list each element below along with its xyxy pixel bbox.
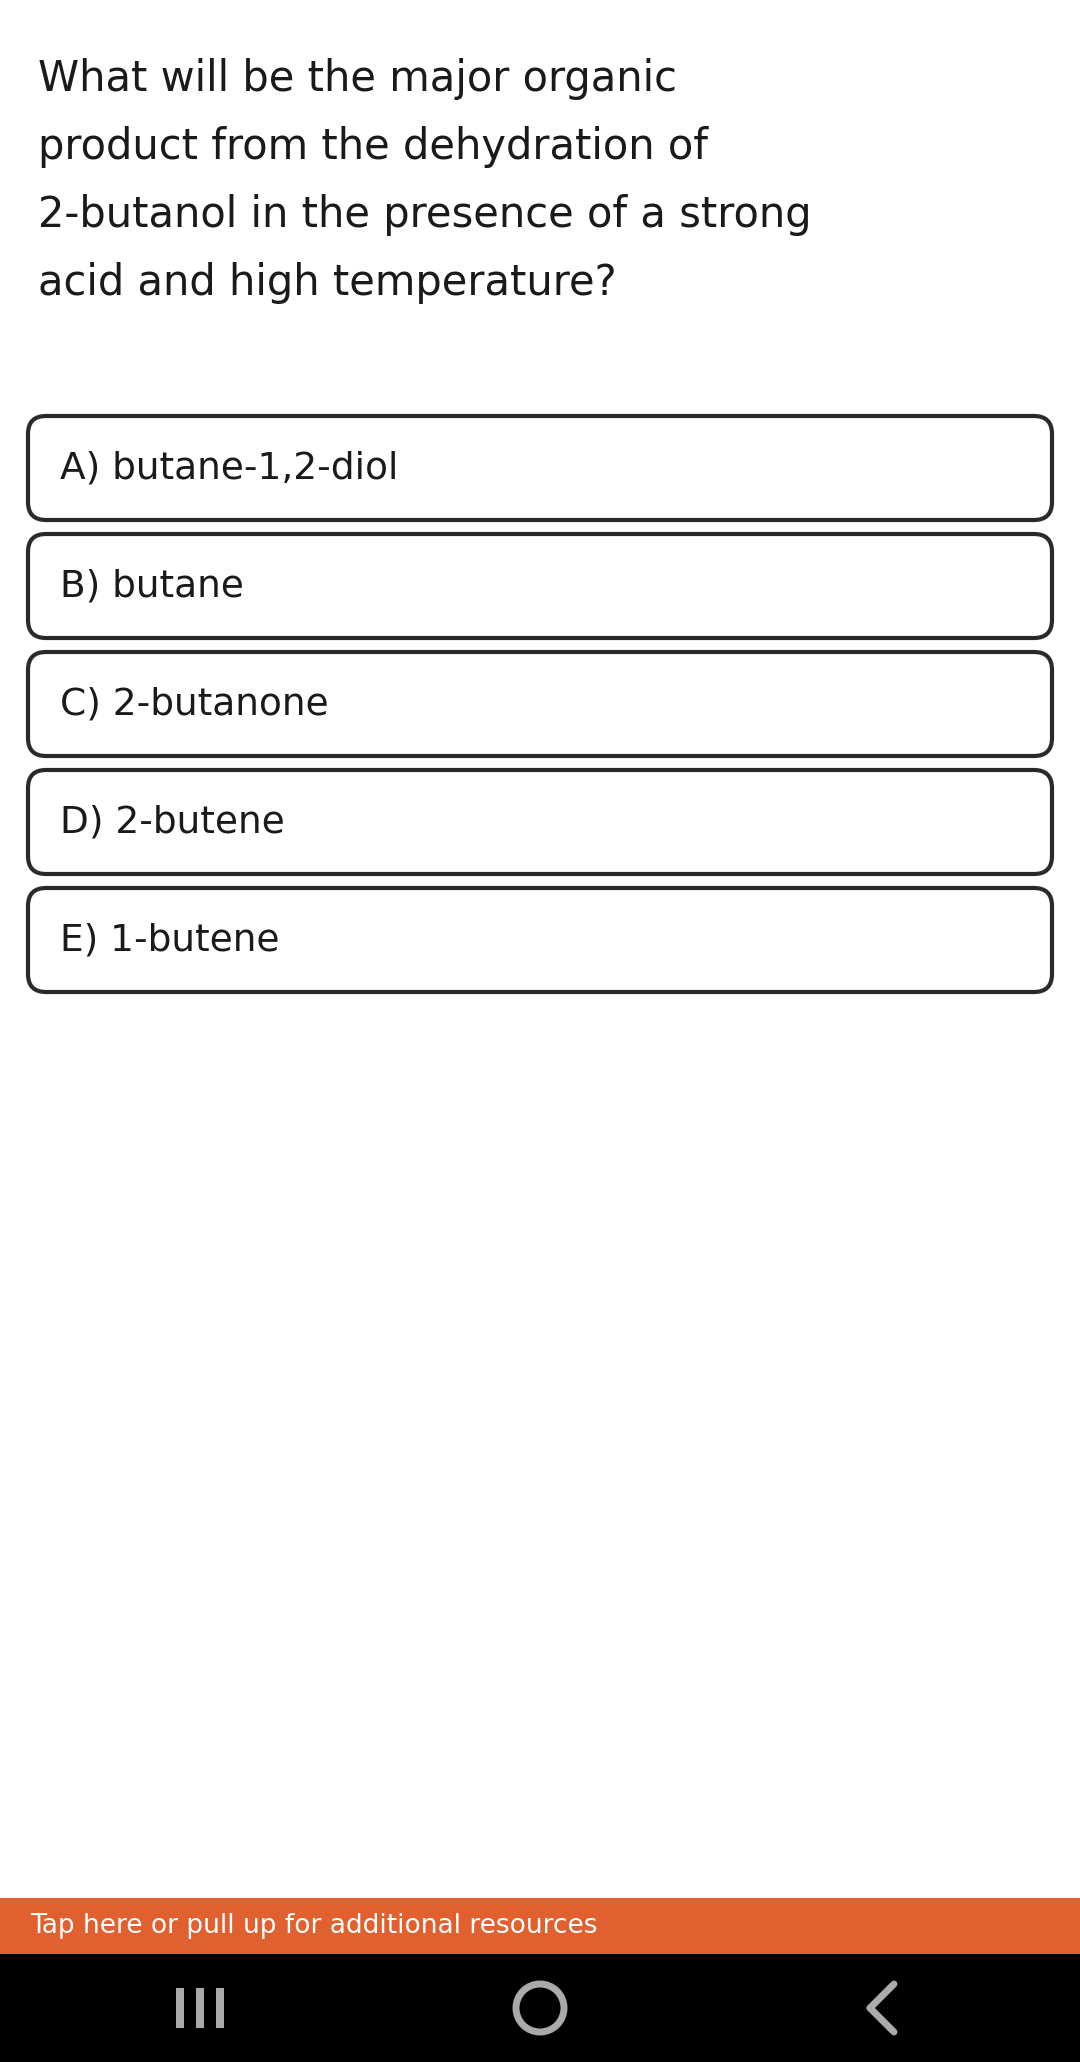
Text: 2-butanol in the presence of a strong: 2-butanol in the presence of a strong — [38, 194, 812, 235]
FancyBboxPatch shape — [28, 534, 1052, 637]
Text: acid and high temperature?: acid and high temperature? — [38, 262, 617, 303]
Bar — [216, 1988, 224, 2029]
FancyBboxPatch shape — [28, 889, 1052, 992]
Text: B) butane: B) butane — [60, 567, 244, 604]
Text: D) 2-butene: D) 2-butene — [60, 804, 285, 839]
Text: C) 2-butanone: C) 2-butanone — [60, 687, 328, 722]
Bar — [176, 1988, 184, 2029]
FancyBboxPatch shape — [28, 769, 1052, 874]
Bar — [0, 1897, 1080, 1955]
FancyBboxPatch shape — [28, 417, 1052, 520]
Text: What will be the major organic: What will be the major organic — [38, 58, 677, 99]
Text: product from the dehydration of: product from the dehydration of — [38, 126, 708, 167]
FancyBboxPatch shape — [28, 652, 1052, 757]
Text: A) butane-1,2-diol: A) butane-1,2-diol — [60, 450, 399, 487]
Bar — [195, 1988, 204, 2029]
Bar — [0, 1955, 1080, 2062]
Text: Tap here or pull up for additional resources: Tap here or pull up for additional resou… — [30, 1914, 597, 1938]
Text: E) 1-butene: E) 1-butene — [60, 922, 280, 959]
